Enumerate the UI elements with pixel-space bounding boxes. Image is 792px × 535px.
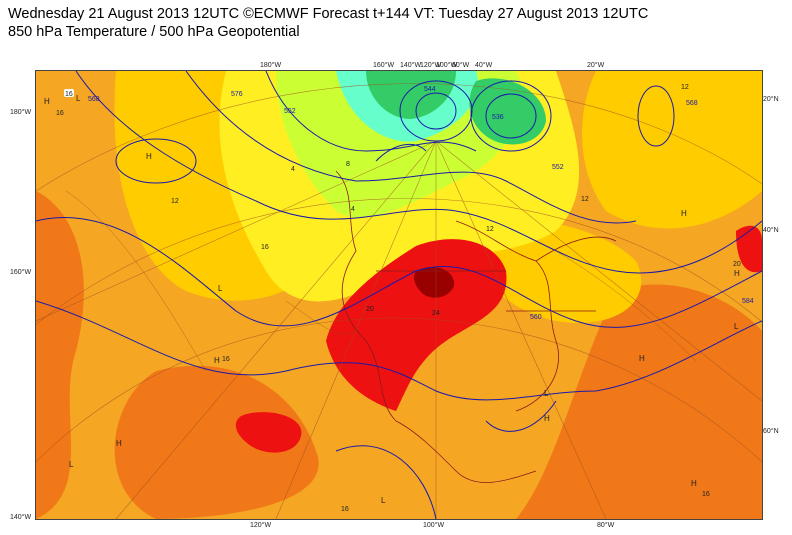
top-label-7: 40°W — [475, 62, 493, 69]
chart-subtitle: 850 hPa Temperature / 500 hPa Geopotenti… — [8, 24, 300, 40]
top-label-1: 180°W — [260, 62, 282, 69]
high-marker-9: H — [691, 479, 697, 488]
geo-label-9: 568 — [686, 100, 698, 107]
cold-region-greenland — [469, 78, 546, 145]
warm-region-north-atlantic — [582, 71, 762, 229]
low-marker-3: L — [69, 460, 74, 469]
geo-label-6: 560 — [530, 314, 542, 321]
temperature-contours — [65, 190, 697, 372]
left-axis-label-1: 180°W — [10, 109, 32, 116]
low-marker-1: L — [76, 94, 81, 103]
temp-label-12: 8 — [346, 161, 350, 168]
coldest-region-pole — [366, 71, 456, 119]
low-marker-2: L — [218, 284, 223, 293]
temp-label-2: 12 — [171, 198, 179, 205]
hot-region-atlantic — [516, 284, 762, 519]
high-marker-1: H — [44, 97, 50, 106]
bottom-axis-label-1: 120°W — [250, 522, 272, 529]
temp-label-7: 16 — [261, 244, 269, 251]
geopotential-labels: 568 576 552 544 536 560 584 552 568 — [88, 86, 754, 321]
extreme-heat-core — [414, 266, 455, 298]
heat-region-pacific — [235, 412, 302, 453]
geo-label-2: 576 — [231, 91, 243, 98]
top-label-4: 120°W — [420, 62, 442, 69]
temp-label-15: 12 — [486, 226, 494, 233]
bottom-axis-label-3: 80°W — [597, 522, 615, 529]
geo-label-7: 584 — [742, 298, 754, 305]
top-label-2: 160°W — [373, 62, 395, 69]
left-axis-label-3: 140°W — [10, 514, 32, 521]
geopotential-contours — [36, 71, 762, 519]
temp-label-11: 12 — [581, 196, 589, 203]
temp-label-9: 20 — [733, 261, 741, 268]
high-marker-7: H — [116, 439, 122, 448]
low-marker-6: L — [544, 389, 549, 398]
weather-map: H H H H H H H H H L L L L L L 568 576 55… — [36, 71, 762, 519]
top-label-3: 140°W — [400, 62, 422, 69]
right-axis-label-2: 40°N — [763, 227, 779, 234]
temp-label-1: 16 — [65, 91, 73, 98]
temp-label-3: 12 — [681, 84, 689, 91]
low-marker-5: L — [734, 322, 739, 331]
left-axis-label-2: 160°W — [10, 269, 32, 276]
temp-label-13: 4 — [291, 166, 295, 173]
temp-label-10: 16 — [702, 491, 710, 498]
chart-title: Wednesday 21 August 2013 12UTC ©ECMWF Fo… — [8, 6, 649, 22]
high-marker-8: H — [544, 414, 550, 423]
temp-label-6: 24 — [432, 310, 440, 317]
right-axis-label-3: 60°N — [763, 428, 779, 435]
low-marker-4: L — [381, 496, 386, 505]
geo-label-4: 544 — [424, 86, 436, 93]
right-axis-label-1: 20°N — [763, 96, 779, 103]
geo-label-5: 536 — [492, 114, 504, 121]
high-marker-2: H — [146, 152, 152, 161]
heat-region-atlantic — [736, 225, 762, 273]
temperature-labels: 16 12 12 16 20 24 16 16 20 16 12 8 4 4 1… — [56, 84, 741, 513]
geo-label-1: 568 — [88, 96, 100, 103]
high-marker-5: H — [214, 356, 220, 365]
coastlines — [335, 170, 617, 483]
temp-label-5: 20 — [366, 306, 374, 313]
temp-label-4: 16 — [222, 356, 230, 363]
top-label-6: 60°W — [452, 62, 470, 69]
pressure-markers: H H H H H H H H H L L L L L L — [44, 94, 740, 505]
hot-region-pacific — [114, 365, 319, 519]
graticule — [36, 83, 762, 519]
map-frame[interactable]: H H H H H H H H H L L L L L L 568 576 55… — [35, 70, 763, 520]
temp-label-8: 16 — [341, 506, 349, 513]
high-marker-4: H — [734, 269, 740, 278]
temp-label-14: 4 — [351, 206, 355, 213]
geo-label-3: 552 — [284, 108, 296, 115]
temp-label-16: 16 — [56, 110, 64, 117]
top-label-8: 20°W — [587, 62, 605, 69]
hot-region-west — [36, 191, 84, 519]
bottom-axis-label-2: 100°W — [423, 522, 445, 529]
top-label-5: 100°W — [436, 62, 458, 69]
high-marker-6: H — [639, 354, 645, 363]
geo-label-8: 552 — [552, 164, 564, 171]
high-marker-3: H — [681, 209, 687, 218]
heat-region-central-us — [326, 239, 507, 411]
